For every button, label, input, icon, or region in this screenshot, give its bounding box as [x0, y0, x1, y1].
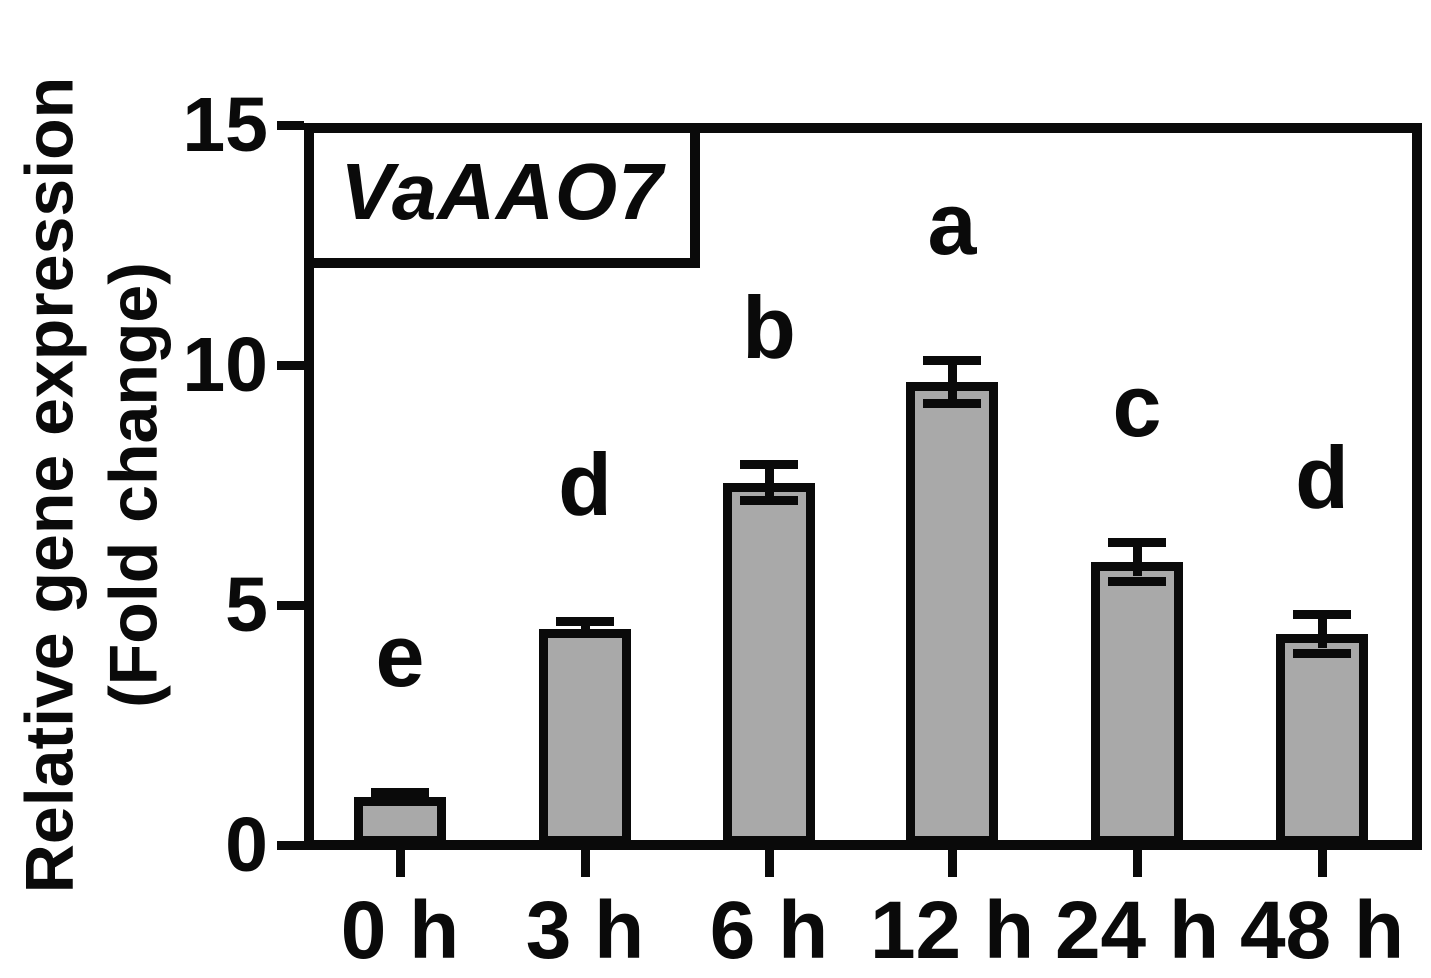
x-axis-tick [1317, 850, 1327, 877]
y-axis-tick [277, 840, 304, 850]
x-axis-tick [764, 850, 774, 877]
x-axis-tick [580, 850, 590, 877]
error-bar-upper-cap [371, 787, 429, 797]
error-bar-stem [947, 362, 957, 399]
significance-letter: b [742, 277, 796, 377]
significance-letter: d [1295, 428, 1349, 528]
x-axis-tick [1132, 850, 1142, 877]
bar-48h [1276, 633, 1368, 845]
significance-letter: d [558, 435, 612, 535]
bar-24h [1091, 561, 1183, 845]
gene-label-box: VaAAO7 [304, 123, 700, 268]
x-tick-label: 6 h [709, 885, 829, 976]
gene-label: VaAAO7 [340, 146, 664, 236]
significance-letter: c [1112, 356, 1162, 456]
x-axis-tick [395, 850, 405, 877]
error-bar-lower-cap [1108, 576, 1166, 586]
error-bar-upper-cap [923, 355, 981, 365]
x-tick-label: 24 h [1054, 885, 1220, 976]
bar-3h [539, 629, 631, 845]
error-bar-stem [1132, 545, 1142, 577]
significance-letter: a [927, 173, 977, 273]
x-tick-label: 3 h [525, 885, 645, 976]
error-bar-stem [580, 624, 590, 633]
error-bar-upper-cap [1293, 610, 1351, 620]
error-bar-stem [395, 794, 405, 801]
x-tick-label: 48 h [1239, 885, 1405, 976]
bar-0h [354, 797, 446, 845]
error-bar-lower-cap [1293, 648, 1351, 658]
x-tick-label: 12 h [869, 885, 1035, 976]
error-bar-upper-cap [556, 617, 614, 627]
error-bar-upper-cap [740, 459, 798, 469]
plot-frame [304, 123, 1422, 850]
bar-12h [906, 381, 998, 845]
x-tick-label: 0 h [340, 885, 460, 976]
y-axis-tick [277, 600, 304, 610]
error-bar-stem [1317, 617, 1327, 649]
y-axis-title-line1: Relative gene expression [11, 76, 88, 894]
y-axis-tick [277, 360, 304, 370]
bar-6h [723, 482, 815, 845]
y-axis-tick [277, 120, 304, 130]
y-tick-label: 15 [182, 82, 268, 168]
error-bar-lower-cap [923, 398, 981, 408]
error-bar-stem [764, 466, 774, 497]
x-axis-tick [947, 850, 957, 877]
y-tick-label: 5 [225, 562, 268, 648]
y-axis-title: Relative gene expression (Fold change) [8, 77, 177, 893]
significance-letter: e [375, 605, 425, 705]
y-axis-title-line2: (Fold change) [96, 262, 172, 708]
error-bar-lower-cap [740, 496, 798, 506]
y-tick-label: 0 [225, 802, 268, 888]
y-tick-label: 10 [182, 322, 268, 408]
error-bar-upper-cap [1108, 538, 1166, 548]
